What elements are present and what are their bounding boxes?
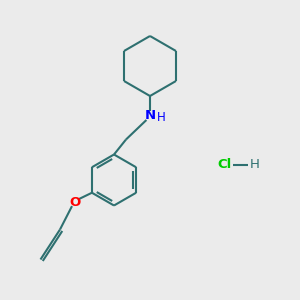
Text: Cl: Cl — [218, 158, 232, 172]
Text: H: H — [250, 158, 260, 172]
Text: H: H — [157, 111, 166, 124]
Text: N: N — [144, 109, 156, 122]
Text: O: O — [69, 196, 81, 209]
